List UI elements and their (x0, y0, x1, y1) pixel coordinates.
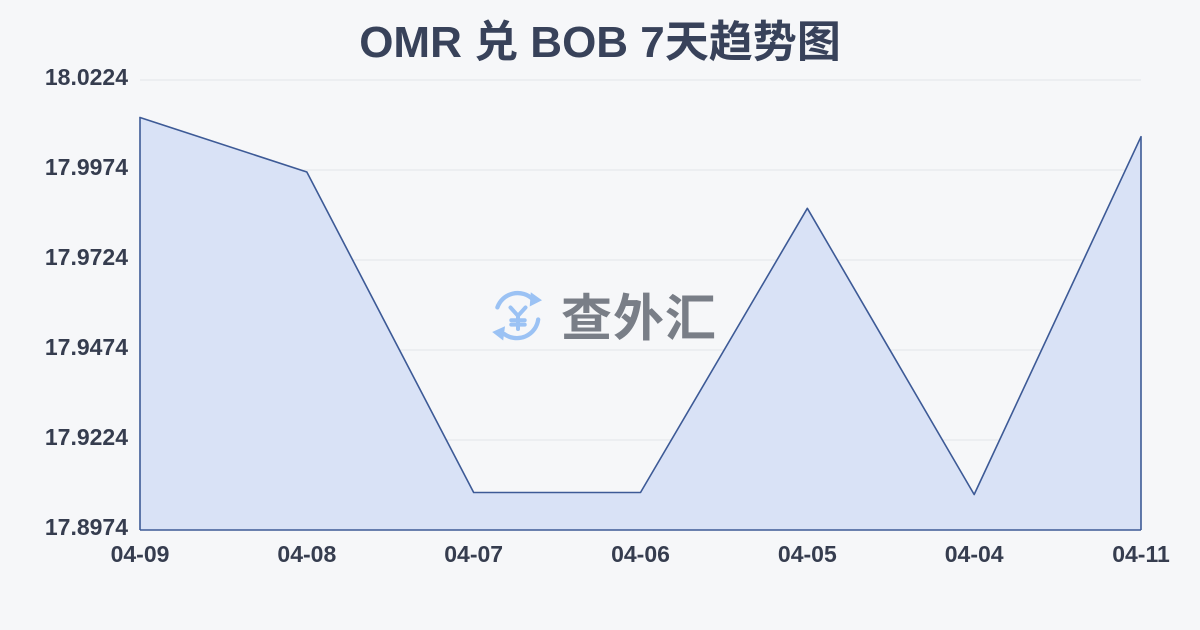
svg-text:17.9224: 17.9224 (45, 424, 128, 450)
svg-text:04-09: 04-09 (111, 541, 170, 567)
svg-text:17.9974: 17.9974 (45, 154, 128, 180)
svg-text:17.8974: 17.8974 (45, 514, 128, 540)
svg-text:04-06: 04-06 (611, 541, 670, 567)
svg-text:04-05: 04-05 (778, 541, 837, 567)
svg-text:04-08: 04-08 (277, 541, 336, 567)
svg-text:04-11: 04-11 (1112, 541, 1170, 567)
svg-text:04-07: 04-07 (444, 541, 503, 567)
svg-text:04-04: 04-04 (945, 541, 1004, 567)
svg-text:17.9474: 17.9474 (45, 334, 128, 360)
svg-text:18.0224: 18.0224 (45, 64, 128, 90)
svg-text:17.9724: 17.9724 (45, 244, 128, 270)
